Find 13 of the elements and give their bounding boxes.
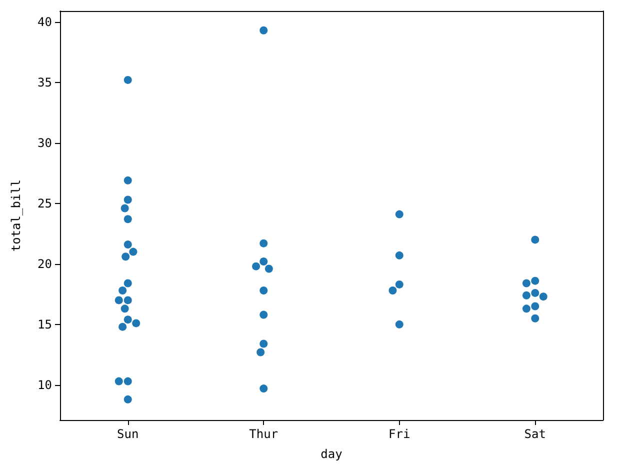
y-tick-label: 10 xyxy=(38,378,52,392)
x-axis-title: day xyxy=(320,447,342,461)
y-tick-label: 30 xyxy=(38,136,52,150)
x-tick-label: Fri xyxy=(388,427,410,441)
x-tick-label: Thur xyxy=(249,427,278,441)
y-axis-title: total_bill xyxy=(9,179,23,252)
y-tick-label: 25 xyxy=(38,196,52,210)
y-tick-label: 35 xyxy=(38,75,52,90)
x-tick-label: Sun xyxy=(117,427,139,441)
y-tick-label: 15 xyxy=(38,317,52,332)
x-tick-label: Sat xyxy=(524,427,546,441)
y-tick-label: 20 xyxy=(38,256,52,271)
y-tick-label: 40 xyxy=(38,14,52,29)
